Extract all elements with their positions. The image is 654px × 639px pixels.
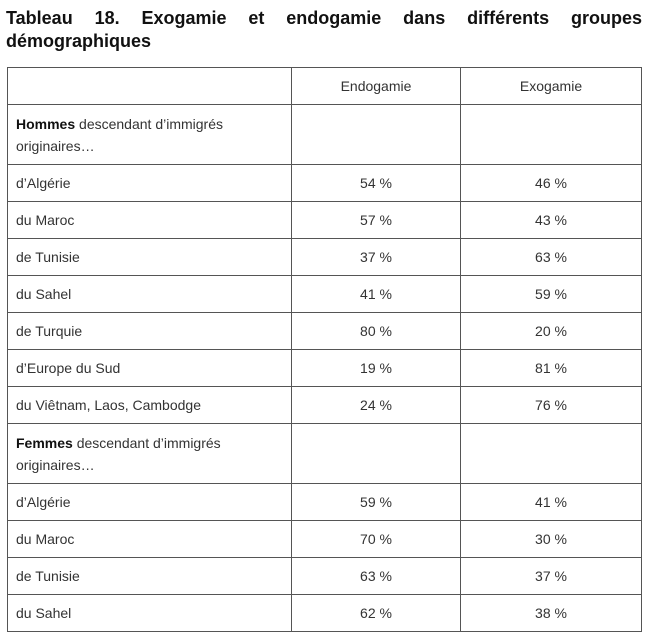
header-endogamie: Endogamie xyxy=(291,67,461,105)
origin-cell: de Turquie xyxy=(7,312,292,350)
table-row: d’Algérie 59 % 41 % xyxy=(7,483,642,521)
exogamie-cell: 76 % xyxy=(460,386,642,424)
exogamie-cell: 41 % xyxy=(460,483,642,521)
endogamie-cell: 62 % xyxy=(291,594,461,632)
endogamie-cell: 70 % xyxy=(291,520,461,558)
endogamie-cell: 59 % xyxy=(291,483,461,521)
origin-cell: du Sahel xyxy=(7,594,292,632)
exogamie-cell: 63 % xyxy=(460,238,642,276)
table-row: d’Algérie 54 % 46 % xyxy=(7,164,642,202)
table-row: de Turquie 80 % 20 % xyxy=(7,312,642,350)
group-label-bold: Femmes xyxy=(16,434,73,451)
exogamie-cell: 46 % xyxy=(460,164,642,202)
table-row: du Viêtnam, Laos, Cambodge 24 % 76 % xyxy=(7,386,642,424)
endogamie-cell: 37 % xyxy=(291,238,461,276)
origin-cell: du Viêtnam, Laos, Cambodge xyxy=(7,386,292,424)
table-row: du Sahel 41 % 59 % xyxy=(7,275,642,313)
exogamie-cell: 20 % xyxy=(460,312,642,350)
data-table: Endogamie Exogamie Hommes descendant d’i… xyxy=(7,67,642,632)
table-row: du Maroc 70 % 30 % xyxy=(7,520,642,558)
group-label-rest: descendant d’immigrés originaires… xyxy=(16,115,223,154)
group-label: Femmes descendant d’immigrés originaires… xyxy=(7,423,292,484)
empty-cell xyxy=(291,104,461,165)
exogamie-cell: 30 % xyxy=(460,520,642,558)
endogamie-cell: 24 % xyxy=(291,386,461,424)
empty-cell xyxy=(460,423,642,484)
table-row: de Tunisie 63 % 37 % xyxy=(7,557,642,595)
origin-cell: d’Algérie xyxy=(7,483,292,521)
group-header-row: Femmes descendant d’immigrés originaires… xyxy=(7,423,642,484)
table-body: Hommes descendant d’immigrés originaires… xyxy=(7,104,642,632)
header-origin xyxy=(7,67,292,105)
exogamie-cell: 38 % xyxy=(460,594,642,632)
origin-cell: du Sahel xyxy=(7,275,292,313)
origin-cell: d’Europe du Sud xyxy=(7,349,292,387)
origin-cell: de Tunisie xyxy=(7,557,292,595)
group-label-rest: descendant d’immigrés originaires… xyxy=(16,434,221,473)
origin-cell: du Maroc xyxy=(7,201,292,239)
endogamie-cell: 41 % xyxy=(291,275,461,313)
table-title: Tableau 18. Exogamie et endogamie dans d… xyxy=(6,8,642,51)
exogamie-cell: 43 % xyxy=(460,201,642,239)
table-row: d’Europe du Sud 19 % 81 % xyxy=(7,349,642,387)
empty-cell xyxy=(460,104,642,165)
origin-cell: du Maroc xyxy=(7,520,292,558)
exogamie-cell: 37 % xyxy=(460,557,642,595)
exogamie-cell: 81 % xyxy=(460,349,642,387)
group-label: Hommes descendant d’immigrés originaires… xyxy=(7,104,292,165)
table-row: du Sahel 62 % 38 % xyxy=(7,594,642,632)
header-row: Endogamie Exogamie xyxy=(7,67,642,105)
endogamie-cell: 19 % xyxy=(291,349,461,387)
exogamie-cell: 59 % xyxy=(460,275,642,313)
table-row: du Maroc 57 % 43 % xyxy=(7,201,642,239)
empty-cell xyxy=(291,423,461,484)
group-header-row: Hommes descendant d’immigrés originaires… xyxy=(7,104,642,165)
table-row: de Tunisie 37 % 63 % xyxy=(7,238,642,276)
endogamie-cell: 80 % xyxy=(291,312,461,350)
origin-cell: de Tunisie xyxy=(7,238,292,276)
endogamie-cell: 57 % xyxy=(291,201,461,239)
origin-cell: d’Algérie xyxy=(7,164,292,202)
header-exogamie: Exogamie xyxy=(460,67,642,105)
endogamie-cell: 54 % xyxy=(291,164,461,202)
endogamie-cell: 63 % xyxy=(291,557,461,595)
group-label-bold: Hommes xyxy=(16,115,76,132)
